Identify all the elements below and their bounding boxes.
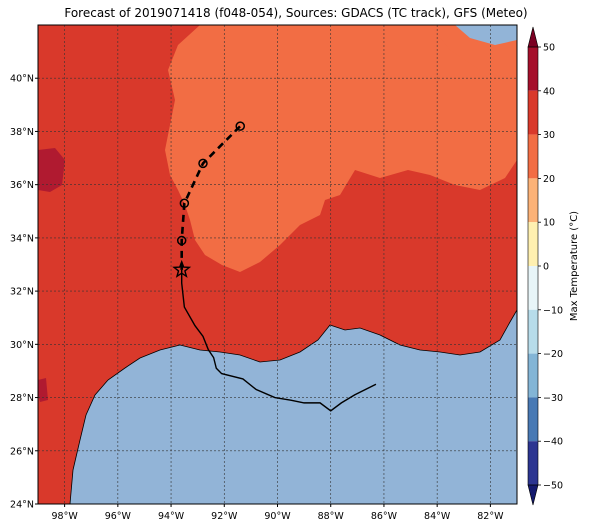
- colorbar-band: [528, 266, 538, 310]
- colorbar-tick-label: 30: [543, 130, 555, 141]
- colorbar-band: [528, 134, 538, 179]
- colorbar-extend-min: [527, 484, 539, 506]
- forecast-position-marker: [176, 235, 187, 246]
- map-title: Forecast of 2019071418 (f048-054), Sourc…: [64, 6, 528, 20]
- latitude-tick-label: 40°N: [10, 74, 34, 85]
- colorbar-band: [528, 397, 538, 442]
- forecast-track-line: [180, 125, 242, 270]
- current-position-star-icon: [172, 259, 192, 278]
- colorbar-tick-label: 50: [543, 43, 555, 54]
- longitude-tick-label: 96°W: [105, 511, 132, 522]
- longitude-axis: 98°W 96°W 94°W 92°W 90°W 88°W 86°W 84°W 82°W: [51, 504, 504, 522]
- colorbar-tick-label: 10: [543, 218, 555, 229]
- colorbar-extend-max: [527, 26, 539, 48]
- forecast-position-marker: [235, 121, 245, 131]
- latitude-tick-label: 24°N: [10, 500, 34, 511]
- land-temperature-40-50-patch: [38, 378, 48, 402]
- map-area: [38, 25, 517, 504]
- latitude-tick-label: 36°N: [10, 180, 34, 191]
- longitude-tick-label: 84°W: [424, 511, 451, 522]
- forecast-position-marker: [179, 198, 190, 209]
- colorbar-tick-label: 40: [543, 86, 555, 97]
- colorbar-tick-label: −20: [543, 349, 563, 360]
- longitude-tick-label: 90°W: [264, 511, 291, 522]
- colorbar-tick-label: −30: [543, 393, 563, 404]
- colorbar-band: [528, 47, 538, 91]
- longitude-tick-label: 86°W: [371, 511, 398, 522]
- latitude-axis: 24°N 26°N 28°N 30°N 32°N 34°N 36°N 38°N 40°N: [10, 74, 38, 511]
- latitude-tick-label: 32°N: [10, 287, 34, 298]
- longitude-tick-label: 94°W: [158, 511, 185, 522]
- longitude-tick-label: 82°W: [477, 511, 504, 522]
- forecast-position-marker: [198, 158, 208, 169]
- colorbar-tick-label: 0: [543, 262, 549, 273]
- colorbar-band: [528, 222, 538, 266]
- colorbar-band: [528, 309, 538, 354]
- observed-track-line: [180, 269, 377, 412]
- colorbar-tick-label: −10: [543, 305, 563, 316]
- latitude-tick-label: 34°N: [10, 233, 34, 244]
- longitude-tick-label: 88°W: [318, 511, 345, 522]
- colorbar-band: [528, 441, 538, 485]
- colorbar-band: [528, 353, 538, 398]
- colorbar-band: [528, 90, 538, 135]
- coastline: [69, 309, 517, 504]
- land-temperature-40-50: [38, 148, 65, 192]
- colorbar-label: Max Temperature (°C): [569, 211, 580, 321]
- latitude-tick-label: 28°N: [10, 393, 34, 404]
- colorbar-tick-label: −40: [543, 437, 563, 448]
- land-temperature-20-30: [165, 25, 517, 272]
- latitude-tick-label: 30°N: [10, 340, 34, 351]
- colorbar-band: [528, 178, 538, 223]
- longitude-tick-label: 98°W: [51, 511, 78, 522]
- atlantic-corner: [455, 25, 517, 45]
- gulf-of-mexico: [70, 310, 517, 504]
- colorbar: 50 40 30 20 10 0 −10 −20 −30 −40 −50: [527, 26, 563, 506]
- longitude-tick-label: 92°W: [211, 511, 238, 522]
- latitude-tick-label: 26°N: [10, 446, 34, 457]
- storm-track: [172, 121, 377, 412]
- latitude-tick-label: 38°N: [10, 127, 34, 138]
- colorbar-tick-label: 20: [543, 174, 555, 185]
- colorbar-tick-label: −50: [543, 481, 563, 492]
